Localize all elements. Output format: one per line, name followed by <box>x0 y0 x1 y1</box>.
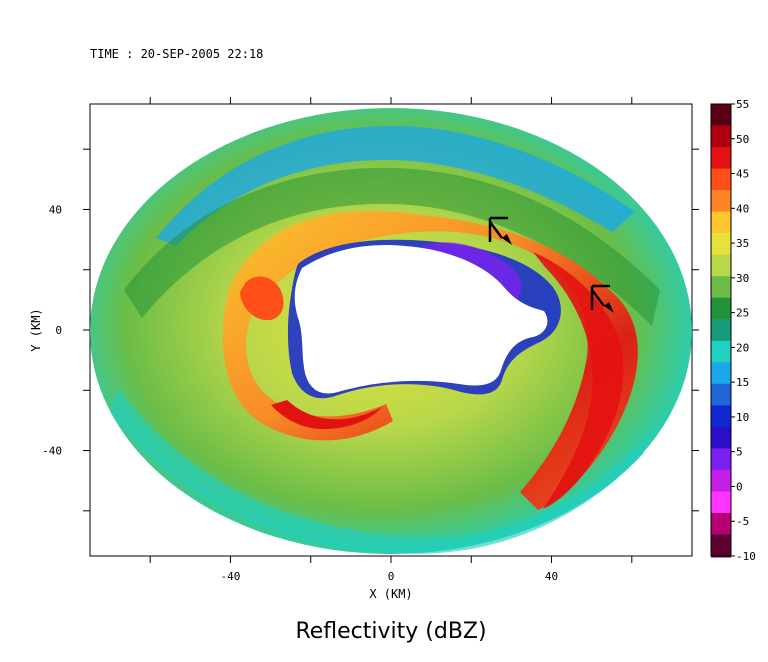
colorbar-segment <box>711 104 731 127</box>
southwest-cyan-band <box>110 388 652 554</box>
colorbar-label: 0 <box>736 480 743 493</box>
colorbar-segment <box>711 534 731 558</box>
colorbar-segment <box>711 211 731 235</box>
colorbar-label: -10 <box>736 550 756 563</box>
y-tick-label: 0 <box>55 324 62 337</box>
marker-flag-icon <box>488 216 508 242</box>
colorbar-segment <box>711 297 731 321</box>
marker-arrow-icon <box>604 302 614 313</box>
marker-arrow-icon <box>502 234 512 245</box>
green-spiral-band <box>124 167 660 326</box>
eyewall-band <box>222 210 638 510</box>
colorbar-segment <box>711 276 731 300</box>
colorbar-label: 50 <box>736 133 749 146</box>
x-tick-label: 40 <box>545 570 558 583</box>
chart-title: Reflectivity (dBZ) <box>295 619 486 644</box>
colorbar-label: 5 <box>736 446 743 459</box>
colorbar-label: 35 <box>736 237 749 250</box>
eye-white-gap <box>294 245 548 394</box>
colorbar-label: 10 <box>736 411 749 424</box>
colorbar-segment <box>711 125 731 149</box>
colorbar-segment <box>711 254 731 278</box>
colorbar-segment <box>711 383 731 407</box>
x-axis-label: X (KM) <box>369 587 412 601</box>
eastern-red-core <box>533 252 624 509</box>
colorbar-segment <box>711 190 731 214</box>
axis-layer: -40 0 40 40 0 -40 <box>42 97 699 583</box>
colorbar-segment <box>711 448 731 472</box>
colorbar-label: 15 <box>736 376 749 389</box>
y-axis-label: Y (KM) <box>29 308 43 351</box>
y-tick-label: -40 <box>42 445 62 458</box>
cyan-spiral-band <box>156 126 635 246</box>
colorbar-segment <box>711 405 731 429</box>
colorbar-label: 55 <box>736 98 749 111</box>
colorbar-segment <box>711 491 731 515</box>
track-markers <box>488 216 614 313</box>
colorbar-segment <box>711 233 731 257</box>
western-red-patch <box>240 276 284 321</box>
colorbar-label: 40 <box>736 202 749 215</box>
colorbar-segment <box>711 469 731 493</box>
colorbar-label: 25 <box>736 307 749 320</box>
y-tick-label: 40 <box>49 203 62 216</box>
storm-marker <box>488 216 512 245</box>
colorbar-segment <box>711 362 731 386</box>
colorbar-label: 20 <box>736 341 749 354</box>
colorbar-segment <box>711 319 731 343</box>
southern-red-core <box>271 400 382 430</box>
colorbar-segment <box>711 147 731 171</box>
storm-marker <box>590 284 614 313</box>
colorbar-segment <box>711 426 731 450</box>
x-tick-label: 0 <box>388 570 395 583</box>
colorbar-label: 30 <box>736 272 749 285</box>
marker-flag-icon <box>590 284 610 310</box>
time-label: TIME : 20-SEP-2005 22:18 <box>90 47 263 61</box>
colorbar-label: -5 <box>736 515 749 528</box>
colorbar-segment <box>711 168 731 192</box>
colorbar-segment <box>711 512 731 536</box>
colorbar-label: 45 <box>736 168 749 181</box>
radar-field <box>90 108 692 554</box>
x-tick-label: -40 <box>221 570 241 583</box>
colorbar-segment <box>711 340 731 364</box>
colorbar-frame <box>710 103 732 557</box>
